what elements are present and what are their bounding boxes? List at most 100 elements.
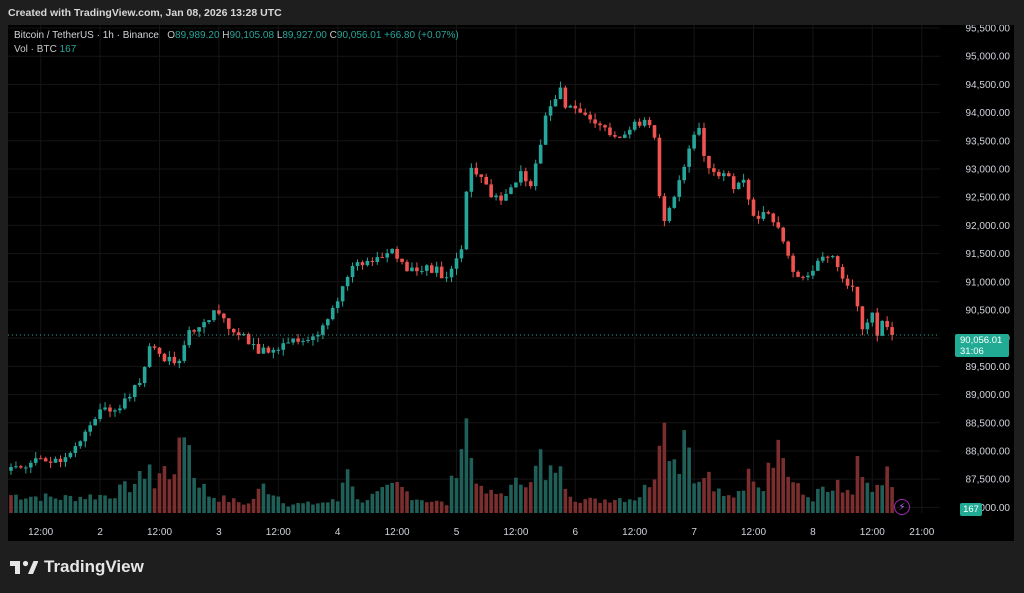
volume-bar bbox=[236, 502, 241, 513]
low-key: L bbox=[276, 30, 283, 41]
candle-body bbox=[395, 248, 399, 259]
volume-bar bbox=[182, 437, 187, 513]
bar-countdown: 31:06 bbox=[960, 346, 984, 357]
candle-body bbox=[890, 327, 894, 336]
candle-body bbox=[251, 344, 256, 346]
volume-bar bbox=[647, 487, 652, 513]
volume-bar bbox=[489, 489, 493, 513]
volume-bar bbox=[623, 501, 627, 513]
candle-body bbox=[538, 144, 543, 164]
candle-body bbox=[781, 227, 785, 242]
volume-bar bbox=[187, 445, 191, 513]
candle-body bbox=[697, 127, 701, 135]
tradingview-logo-icon bbox=[10, 560, 38, 574]
y-tick-label: 89,000.00 bbox=[966, 390, 1011, 401]
volume-bar bbox=[543, 480, 548, 513]
volume-bar bbox=[118, 484, 122, 513]
volume-bar bbox=[608, 502, 612, 513]
candle-body bbox=[335, 301, 340, 308]
volume-bar bbox=[400, 486, 404, 513]
volume-bar bbox=[380, 487, 385, 513]
x-tick-label: 12:00 bbox=[28, 527, 53, 538]
volume-bar bbox=[360, 502, 365, 513]
volume-bar bbox=[687, 447, 691, 513]
volume-bar bbox=[444, 505, 449, 513]
volume-bar bbox=[58, 499, 63, 513]
volume-bar bbox=[207, 496, 211, 513]
candle-body bbox=[647, 119, 652, 126]
candle-body bbox=[321, 325, 325, 335]
volume-bar bbox=[24, 498, 28, 513]
y-tick-label: 88,500.00 bbox=[966, 418, 1011, 429]
candle-body bbox=[405, 261, 409, 272]
volume-bar bbox=[9, 495, 13, 513]
candle-body bbox=[400, 258, 404, 262]
candle-body bbox=[692, 134, 696, 149]
footer-logo[interactable]: TradingView bbox=[10, 557, 144, 577]
volume-bar bbox=[306, 501, 310, 513]
candle-body bbox=[93, 419, 97, 426]
candlestick-chart[interactable]: 87,000.00 87,500.00 88,000.00 88,500.00 89,0… bbox=[8, 25, 1014, 541]
candle-body bbox=[281, 343, 286, 350]
volume-legend: Vol · BTC 167 bbox=[14, 43, 459, 57]
candle-body bbox=[415, 267, 419, 272]
volume-bar bbox=[157, 473, 162, 513]
volume-bar bbox=[83, 499, 88, 513]
candle-body bbox=[177, 360, 182, 364]
volume-bar bbox=[459, 449, 464, 513]
volume-bar bbox=[88, 494, 92, 513]
candle-body bbox=[558, 87, 563, 99]
volume-bar bbox=[776, 439, 781, 513]
change-value: +66.80 (+0.07%) bbox=[384, 30, 459, 41]
volume-bar bbox=[162, 466, 167, 513]
candle-body bbox=[603, 125, 607, 128]
volume-bar bbox=[821, 486, 825, 513]
candle-body bbox=[528, 181, 533, 187]
candle-body bbox=[667, 207, 672, 221]
volume-bar bbox=[415, 499, 419, 513]
candle-body bbox=[746, 179, 751, 200]
volume-bar bbox=[212, 497, 216, 513]
candle-body bbox=[642, 119, 647, 126]
volume-bar bbox=[514, 477, 518, 513]
candle-body bbox=[187, 330, 191, 346]
candle-body bbox=[761, 212, 766, 219]
candle-body bbox=[791, 255, 795, 272]
y-tick-label: 95,000.00 bbox=[966, 52, 1011, 63]
volume-bar bbox=[311, 504, 315, 513]
x-tick-label: 12:00 bbox=[622, 527, 647, 538]
volume-bar bbox=[128, 492, 132, 513]
x-tick-label: 12:00 bbox=[385, 527, 410, 538]
volume-bar bbox=[627, 499, 632, 513]
volume-bar bbox=[603, 499, 607, 513]
volume-bar bbox=[811, 501, 815, 513]
candle-body bbox=[707, 155, 711, 169]
volume-bar bbox=[731, 497, 736, 513]
volume-bar bbox=[657, 445, 662, 513]
volume-bar bbox=[335, 501, 340, 513]
volume-bar bbox=[865, 482, 870, 513]
x-tick-label: 12:00 bbox=[503, 527, 528, 538]
candle-body bbox=[326, 319, 330, 326]
volume-bar bbox=[103, 495, 107, 513]
candle-body bbox=[731, 176, 736, 190]
chart-panel[interactable]: 87,000.00 87,500.00 88,000.00 88,500.00 89,0… bbox=[8, 25, 1014, 541]
candle-body bbox=[504, 193, 508, 201]
candle-body bbox=[63, 457, 68, 463]
candle-body bbox=[494, 195, 498, 198]
volume-bar bbox=[142, 478, 147, 513]
candle-body bbox=[236, 332, 241, 336]
volume-bar bbox=[281, 503, 286, 513]
volume-bar bbox=[464, 418, 469, 513]
candle-body bbox=[78, 441, 83, 447]
volume-bar bbox=[712, 491, 716, 513]
volume-bar bbox=[395, 481, 399, 513]
candle-body bbox=[652, 125, 657, 138]
y-tick-label: 95,500.00 bbox=[966, 25, 1011, 35]
volume-bar bbox=[375, 491, 380, 513]
lightning-icon[interactable]: ⚡ bbox=[894, 499, 910, 515]
candle-body bbox=[444, 277, 449, 279]
volume-bar bbox=[692, 483, 696, 513]
close-value: 90,056.01 bbox=[336, 30, 382, 41]
